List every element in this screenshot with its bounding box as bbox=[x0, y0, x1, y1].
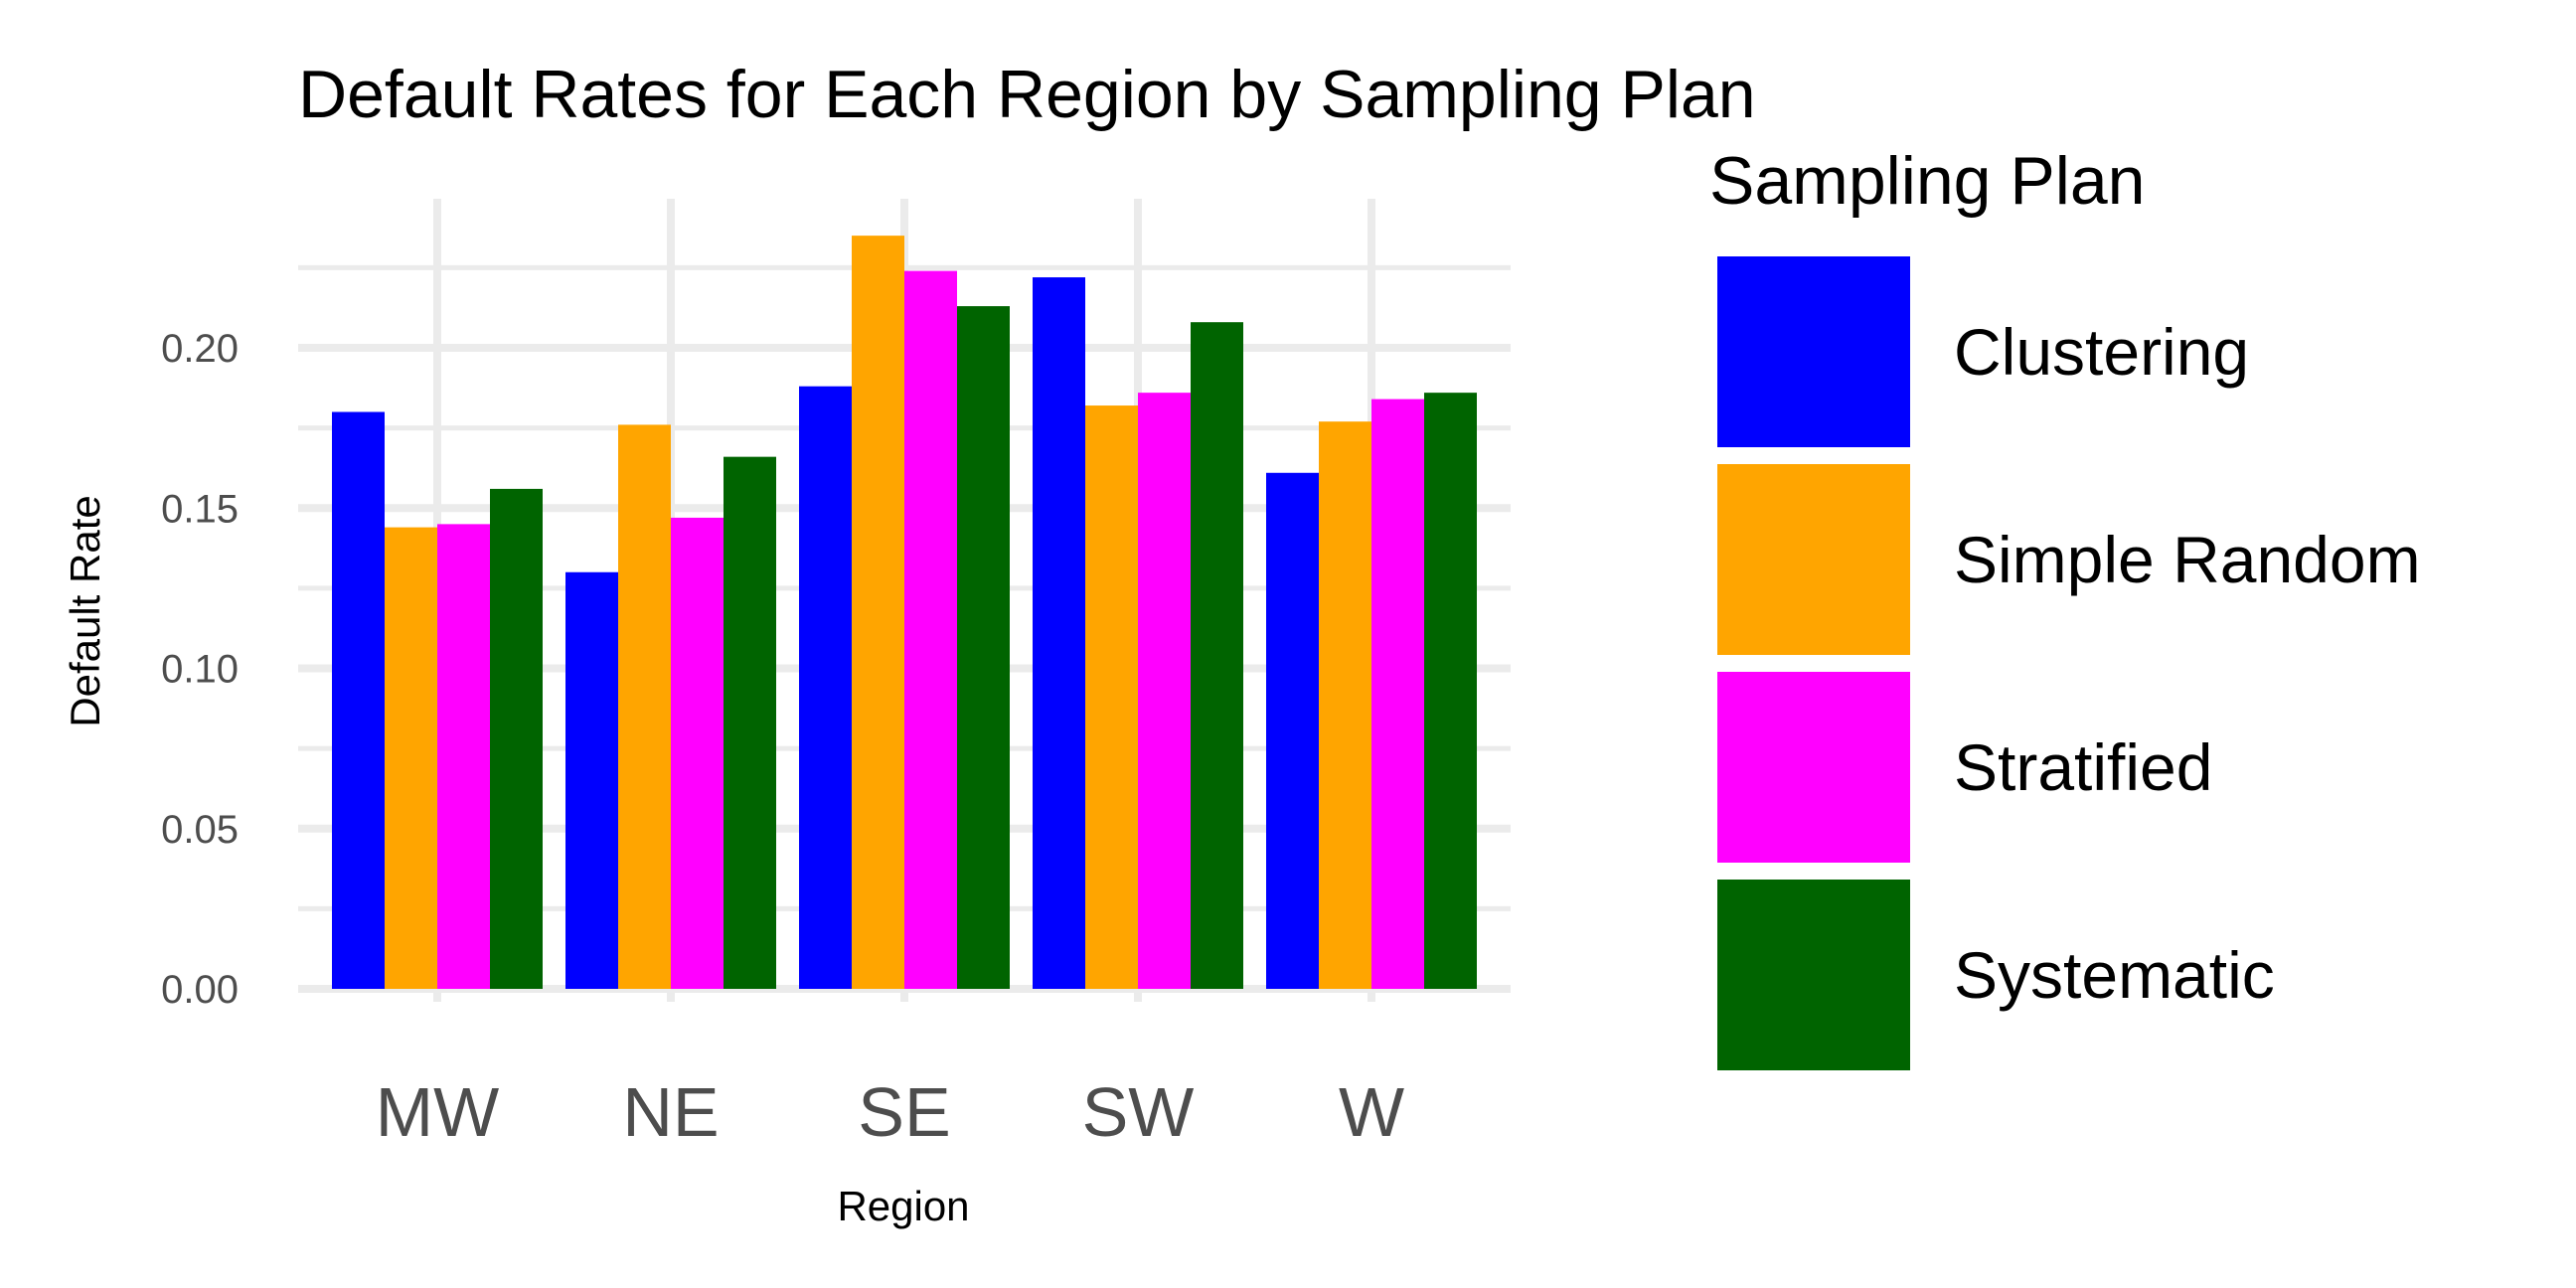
bar-ne-stratified bbox=[671, 517, 724, 989]
y-tick-label: 0.20 bbox=[161, 327, 239, 371]
x-tick-label: SW bbox=[1082, 1073, 1195, 1151]
y-axis-ticks: 0.00 0.05 0.10 0.15 0.20 bbox=[161, 327, 239, 1012]
bar-se-clustering bbox=[799, 386, 852, 989]
legend-key-stratified bbox=[1717, 672, 1910, 863]
y-tick-label: 0.05 bbox=[161, 808, 239, 852]
legend-items: Clustering Simple Random Stratified Systema… bbox=[1717, 256, 2421, 1070]
legend-label: Clustering bbox=[1954, 315, 2249, 389]
legend-key-simple-random bbox=[1717, 464, 1910, 655]
x-axis-ticks: MW NE SE SW W bbox=[376, 1073, 1404, 1151]
x-axis-label: Region bbox=[837, 1183, 969, 1229]
bar-mw-simple-random bbox=[385, 527, 437, 989]
legend-title: Sampling Plan bbox=[1709, 143, 2145, 219]
bar-w-systematic bbox=[1424, 393, 1477, 989]
legend-key-clustering bbox=[1717, 256, 1910, 447]
bar-sw-stratified bbox=[1138, 393, 1191, 989]
legend-key-systematic bbox=[1717, 880, 1910, 1070]
bar-se-simple-random bbox=[852, 236, 904, 989]
bar-mw-clustering bbox=[332, 411, 385, 989]
y-tick-label: 0.15 bbox=[161, 487, 239, 531]
y-tick-label: 0.00 bbox=[161, 968, 239, 1012]
bar-mw-stratified bbox=[437, 524, 490, 989]
x-tick-label: SE bbox=[858, 1073, 950, 1151]
bar-w-clustering bbox=[1266, 472, 1319, 989]
x-tick-label: NE bbox=[622, 1073, 719, 1151]
legend-label: Stratified bbox=[1954, 730, 2212, 804]
bar-sw-simple-random bbox=[1085, 405, 1138, 989]
bar-sw-systematic bbox=[1191, 322, 1243, 989]
bar-w-simple-random bbox=[1319, 421, 1371, 989]
bar-mw-systematic bbox=[490, 488, 543, 989]
bar-se-stratified bbox=[904, 270, 957, 990]
y-tick-label: 0.10 bbox=[161, 648, 239, 692]
bar-w-stratified bbox=[1371, 399, 1424, 990]
legend-label: Simple Random bbox=[1954, 523, 2421, 596]
chart-title: Default Rates for Each Region by Samplin… bbox=[298, 57, 1756, 132]
x-tick-label: MW bbox=[376, 1073, 499, 1151]
legend-label: Systematic bbox=[1954, 938, 2275, 1012]
x-tick-label: W bbox=[1339, 1073, 1404, 1151]
bar-ne-clustering bbox=[565, 571, 618, 989]
bar-ne-systematic bbox=[724, 456, 776, 989]
legend: Sampling Plan Clustering Simple Random Str… bbox=[1709, 143, 2421, 1070]
y-axis-label: Default Rate bbox=[62, 495, 108, 726]
bar-se-systematic bbox=[957, 306, 1010, 989]
bar-sw-clustering bbox=[1033, 277, 1085, 989]
bars bbox=[332, 236, 1477, 990]
bar-ne-simple-random bbox=[618, 424, 671, 989]
